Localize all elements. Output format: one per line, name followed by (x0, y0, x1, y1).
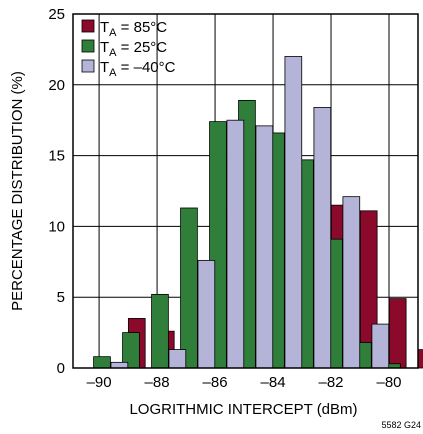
bar (151, 293, 169, 369)
bar (284, 56, 303, 369)
bar (197, 259, 216, 369)
bar (388, 298, 407, 369)
x-tick-label: –90 (87, 374, 112, 391)
y-tick-label: 0 (57, 360, 65, 377)
legend-label: TA = –40°C (100, 59, 176, 79)
y-tick-label: 20 (48, 77, 65, 94)
y-axis-title: PERCENTAGE DISTRIBUTION (%) (9, 71, 26, 311)
legend: TA = 85°CTA = 25°CTA = –40°C (81, 19, 176, 79)
bar (180, 207, 198, 369)
legend-item: TA = –40°C (81, 59, 176, 79)
x-tick-label: –82 (319, 374, 344, 391)
bar (110, 361, 129, 369)
y-tick-label: 10 (48, 218, 65, 235)
legend-item: TA = 25°C (81, 39, 167, 59)
x-tick-label: –80 (376, 374, 401, 391)
x-tick-label: –84 (261, 374, 286, 391)
plot-frame (72, 13, 419, 369)
series-3 (110, 56, 390, 369)
bar (313, 107, 332, 369)
y-tick-label: 5 (57, 289, 65, 306)
bar (342, 196, 361, 369)
x-tick-label: –86 (203, 374, 228, 391)
bar (93, 356, 111, 369)
y-tick-label: 25 (48, 6, 65, 23)
bar (226, 119, 245, 369)
x-axis-title: LOGRITHMIC INTERCEPT (dBm) (129, 401, 357, 418)
tick-labels: 0 5 10 15 20 25 –90 –88 –86 –84 –82 –80 (48, 6, 401, 391)
legend-label: TA = 25°C (100, 39, 167, 59)
bar (371, 323, 390, 369)
bar (255, 125, 274, 369)
x-tick-label: –88 (145, 374, 170, 391)
bar (168, 349, 187, 369)
figure-code: 5582 G24 (381, 420, 421, 430)
bar (417, 349, 423, 369)
bars (93, 56, 423, 369)
legend-label: TA = 85°C (100, 19, 167, 39)
legend-swatch (81, 39, 95, 53)
legend-swatch (81, 19, 95, 33)
legend-swatch (81, 59, 95, 73)
y-tick-label: 15 (48, 148, 65, 165)
legend-item: TA = 85°C (81, 19, 167, 39)
